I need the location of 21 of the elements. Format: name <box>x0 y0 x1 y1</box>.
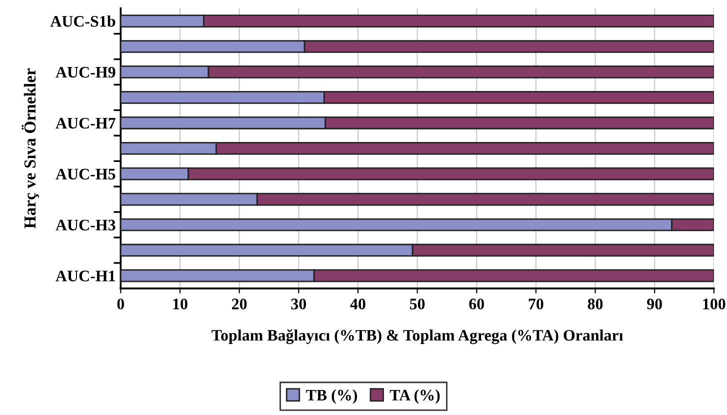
y-tick-label: AUC-H1 <box>56 270 115 282</box>
x-tick-label: 20 <box>232 298 247 310</box>
x-tick-label: 80 <box>588 298 603 310</box>
x-tick-label: 70 <box>528 298 544 310</box>
x-tick-label: 100 <box>703 298 726 310</box>
x-tick-label: 50 <box>410 298 425 310</box>
y-tick-label: AUC-H9 <box>56 66 116 78</box>
y-tick-label: AUC-S1b <box>50 15 116 27</box>
x-tick-label: 30 <box>291 298 306 310</box>
x-tick-label: 40 <box>350 298 366 310</box>
x-tick-label: 0 <box>117 298 124 310</box>
legend-label: TB (%) <box>306 389 357 404</box>
y-axis-title: Harç ve Sıva Örnekler <box>22 68 39 228</box>
x-tick-label: 10 <box>173 298 188 310</box>
y-tick-label: AUC-H3 <box>56 220 116 230</box>
legend-label: TA (%) <box>390 389 440 404</box>
y-tick-label: AUC-H5 <box>56 168 116 180</box>
y-tick-label: AUC-H7 <box>56 118 116 129</box>
x-axis-title: Toplam Bağlayıcı (%TB) & Toplam Agrega (%TA) Oranları <box>212 329 624 344</box>
x-tick-label: 90 <box>647 298 662 310</box>
x-tick-label: 60 <box>469 298 484 310</box>
